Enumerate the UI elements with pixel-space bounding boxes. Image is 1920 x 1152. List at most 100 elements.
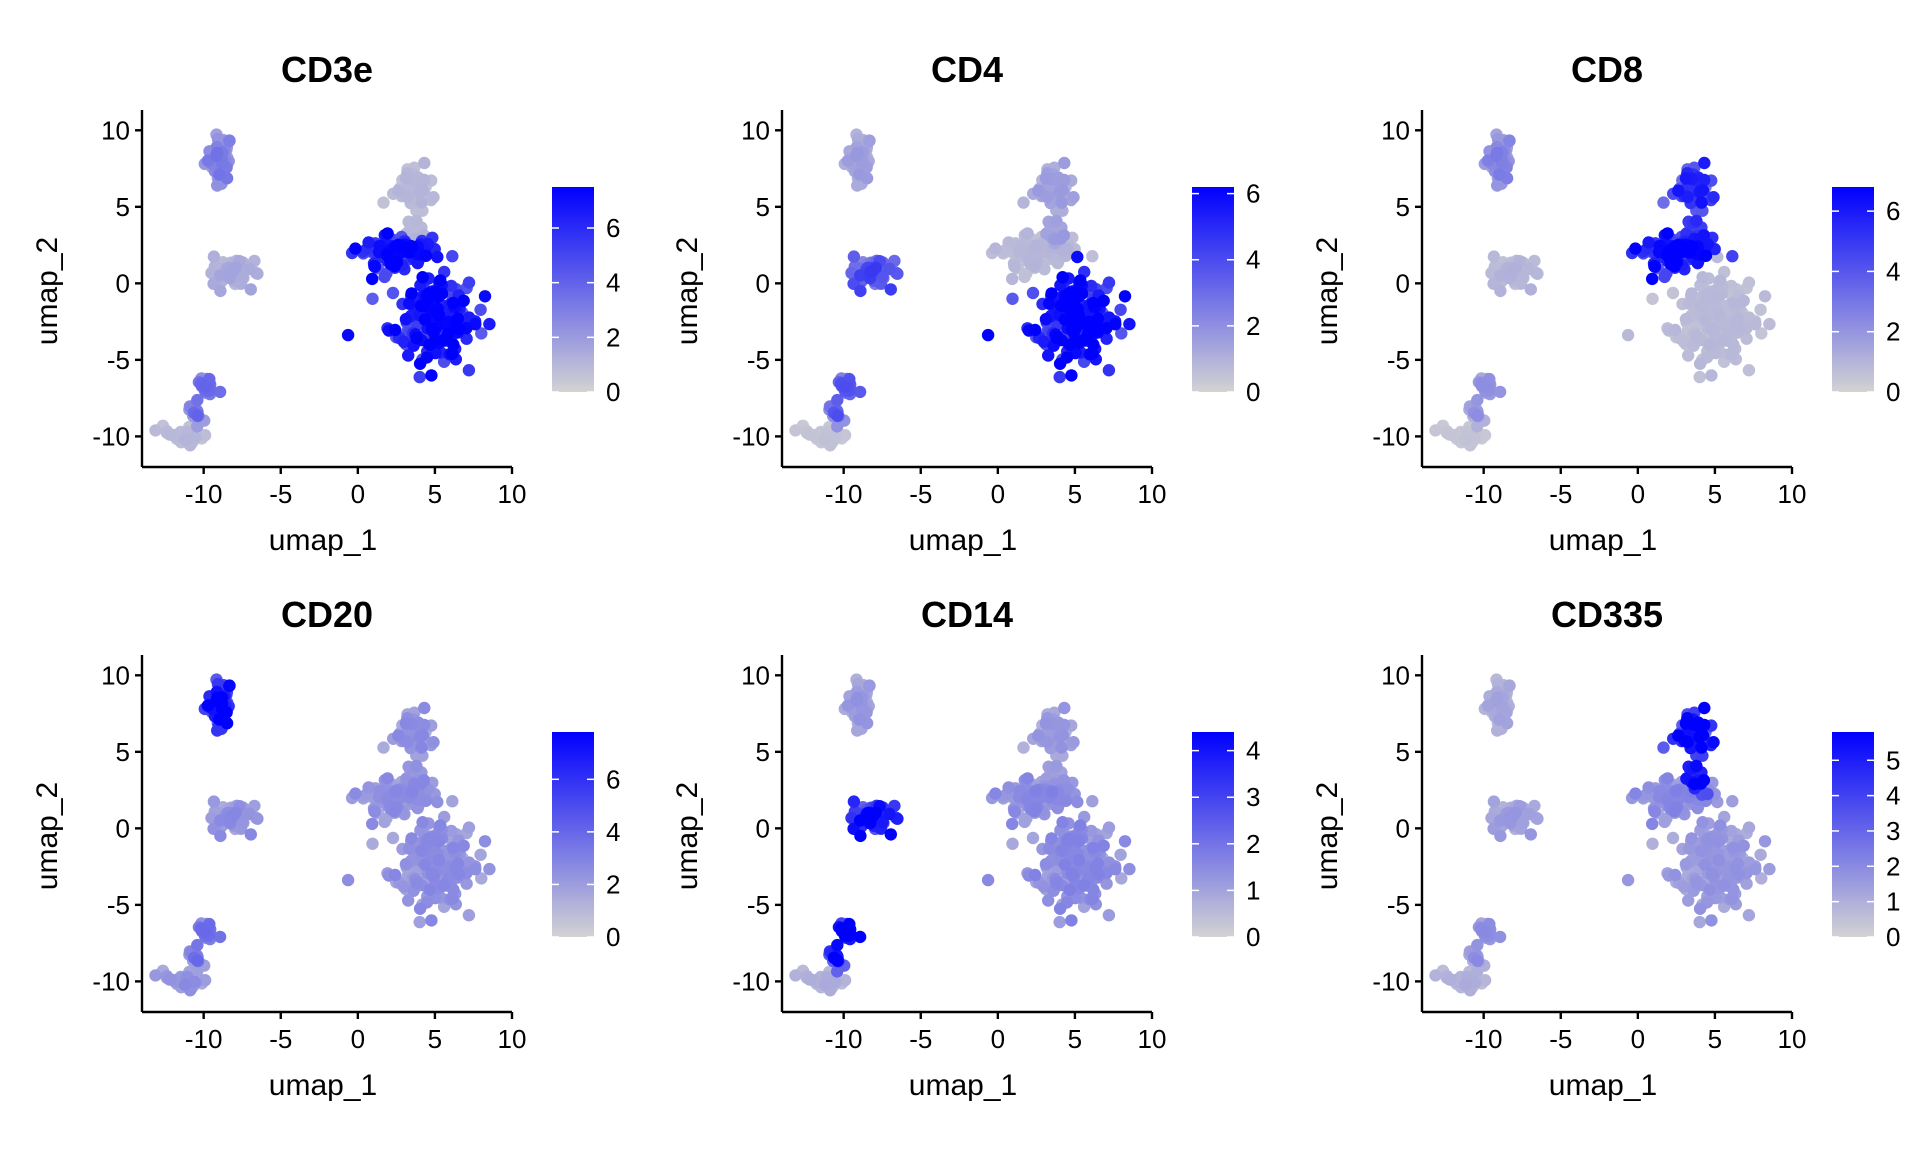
cell-point	[853, 930, 867, 944]
x-tick-label: -5	[1549, 1024, 1572, 1054]
cell-point	[1658, 270, 1671, 284]
cell-point	[1754, 848, 1767, 861]
cell-point	[1693, 357, 1707, 370]
cell-point	[446, 795, 459, 808]
cell-point	[1018, 815, 1031, 829]
cell-point	[1062, 287, 1075, 300]
cell-point	[989, 787, 1002, 800]
x-tick-label: 0	[1631, 479, 1645, 509]
cell-point	[434, 274, 447, 287]
cell-point	[1742, 364, 1756, 377]
cell-point	[349, 242, 362, 255]
cell-point	[1699, 249, 1713, 262]
cell-point	[397, 335, 410, 348]
cell-point	[1646, 817, 1659, 831]
y-tick-label: 5	[1396, 192, 1410, 222]
cell-point	[818, 978, 832, 992]
cell-point	[410, 759, 423, 773]
y-tick-label: 10	[741, 660, 770, 690]
cell-point	[422, 832, 435, 845]
cell-point	[1682, 894, 1695, 907]
cell-point	[839, 380, 852, 394]
cell-point	[401, 190, 414, 204]
cell-point	[462, 909, 476, 922]
cell-point	[853, 713, 866, 726]
cell-point	[1490, 149, 1503, 163]
cell-point	[243, 262, 256, 276]
cell-point	[224, 265, 237, 278]
colorbar-tick-label: 2	[1246, 311, 1260, 341]
cell-point	[381, 772, 394, 785]
cell-point	[1045, 287, 1058, 300]
cell-point	[789, 424, 802, 437]
cell-point	[1679, 858, 1693, 871]
cell-point	[406, 785, 419, 799]
cell-point	[1065, 867, 1079, 881]
cell-point	[1077, 334, 1090, 347]
cell-point	[1050, 876, 1063, 890]
cell-point	[1471, 393, 1484, 407]
cell-point	[1646, 292, 1659, 305]
cell-point	[1524, 283, 1538, 296]
cell-point	[1726, 347, 1739, 360]
cell-point	[415, 196, 428, 209]
cell-point	[223, 134, 236, 148]
cell-point	[410, 331, 423, 345]
cell-point	[1494, 829, 1507, 843]
colorbar-tick-label: 0	[1886, 377, 1900, 407]
cell-point	[362, 781, 375, 794]
cell-point	[1471, 954, 1484, 967]
x-tick-label: 10	[498, 479, 527, 509]
cell-point	[1087, 296, 1100, 310]
cell-point	[1056, 271, 1069, 284]
y-axis-label: umap_2	[671, 237, 704, 345]
y-tick-label: 10	[741, 115, 770, 145]
panel-title: CD3e	[281, 49, 373, 90]
cell-point	[414, 777, 427, 790]
cell-point	[1685, 832, 1698, 845]
cell-point	[214, 284, 227, 298]
colorbar-tick-label: 0	[606, 377, 620, 407]
cell-point	[1065, 914, 1078, 927]
y-axis-label: umap_2	[671, 782, 704, 890]
cell-point	[1679, 313, 1693, 326]
cell-point	[1717, 334, 1730, 347]
cell-point	[432, 854, 445, 867]
cell-point	[1041, 190, 1054, 204]
cell-point	[1053, 370, 1066, 384]
cell-point	[1657, 196, 1670, 209]
cell-point	[1043, 842, 1056, 855]
scatter-points	[789, 673, 1136, 997]
cell-point	[1726, 795, 1739, 808]
cell-point	[854, 284, 867, 298]
cell-point	[1085, 824, 1098, 838]
cell-point	[243, 807, 256, 821]
colorbar	[552, 732, 594, 937]
cell-point	[1629, 787, 1642, 800]
cell-point	[1058, 173, 1071, 187]
cell-point	[366, 837, 379, 850]
cell-point	[831, 393, 844, 407]
cell-point	[214, 814, 227, 827]
x-tick-label: 10	[498, 1024, 527, 1054]
cell-point	[1062, 832, 1075, 845]
colorbar-tick-label: 0	[1886, 922, 1900, 952]
cell-point	[1021, 772, 1034, 785]
cell-point	[1702, 832, 1715, 845]
cell-point	[853, 168, 866, 181]
cell-point	[1037, 335, 1051, 348]
cell-point	[1028, 868, 1042, 882]
cell-point	[1679, 172, 1693, 185]
cell-point	[1690, 876, 1703, 890]
cell-point	[475, 872, 488, 885]
colorbar-tick-label: 3	[1886, 816, 1900, 846]
cell-point	[1493, 930, 1507, 944]
cell-point	[478, 290, 492, 303]
cell-point	[388, 805, 401, 818]
cell-point	[1725, 279, 1738, 293]
cell-point	[1114, 303, 1127, 316]
cell-point	[462, 364, 476, 377]
x-tick-label: 10	[1138, 1024, 1167, 1054]
cell-point	[1693, 915, 1706, 929]
cell-point	[1669, 240, 1683, 253]
